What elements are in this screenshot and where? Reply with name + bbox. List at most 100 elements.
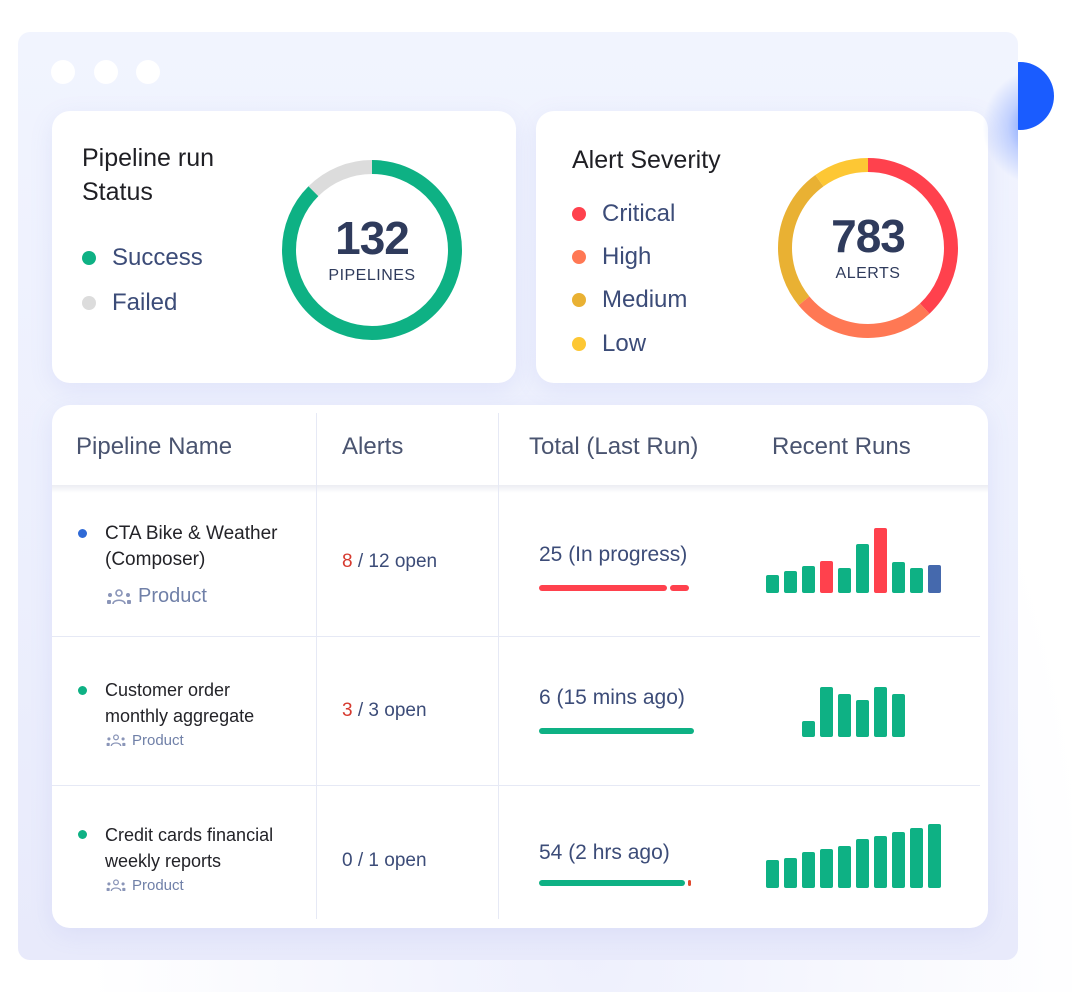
progress-segment — [670, 585, 689, 591]
run-bar[interactable] — [892, 694, 905, 737]
column-header-recent-runs[interactable]: Recent Runs — [772, 433, 911, 460]
last-run-progress — [539, 585, 689, 591]
alerts-count: 0 / 1 open — [342, 850, 427, 872]
total-alerts: 0 / 1 open — [342, 850, 427, 871]
pipeline-status-donut: 132 PIPELINES — [281, 159, 463, 341]
alerts-total: 783 — [831, 210, 906, 262]
run-bar[interactable] — [874, 687, 887, 737]
run-bar[interactable] — [874, 528, 887, 593]
team-icon — [106, 734, 126, 747]
column-header-alerts[interactable]: Alerts — [342, 433, 404, 460]
row-divider — [52, 785, 980, 786]
run-bar[interactable] — [766, 575, 779, 593]
pipeline-name[interactable]: CTA Bike & Weather (Composer) — [105, 521, 305, 573]
legend-label: High — [602, 243, 652, 270]
pipeline-status-card: Pipeline run Status Success Failed 132 P… — [52, 111, 516, 383]
legend-low: Low — [572, 329, 646, 359]
success-dot-icon — [82, 251, 96, 265]
run-bar[interactable] — [910, 568, 923, 593]
run-bar[interactable] — [856, 544, 869, 593]
run-bar[interactable] — [820, 687, 833, 737]
progress-segment — [539, 880, 685, 886]
pipelines-table: Pipeline Name Alerts Total (Last Run) Re… — [52, 405, 988, 928]
team-name: Product — [138, 585, 207, 607]
column-divider — [498, 413, 499, 919]
run-bar[interactable] — [892, 832, 905, 888]
column-header-total-last-run[interactable]: Total (Last Run) — [529, 433, 699, 460]
recent-runs-chart — [802, 687, 905, 737]
alert-severity-title: Alert Severity — [572, 146, 721, 174]
run-bar[interactable] — [784, 571, 797, 593]
run-bar[interactable] — [928, 565, 941, 593]
legend-critical: Critical — [572, 199, 675, 229]
legend-label: Medium — [602, 286, 688, 313]
run-bar[interactable] — [856, 700, 869, 737]
progress-segment — [539, 585, 667, 591]
recent-runs-chart — [766, 528, 941, 593]
run-bar[interactable] — [892, 562, 905, 593]
alerts-count: 3 / 3 open — [342, 700, 427, 722]
team-icon — [106, 879, 126, 892]
pipeline-unit: PIPELINES — [328, 267, 416, 284]
legend-high: High — [572, 242, 651, 272]
pipeline-name[interactable]: Credit cards financial weekly reports — [105, 822, 315, 874]
last-run-total: 54 (2 hrs ago) — [539, 841, 670, 864]
run-bar[interactable] — [820, 849, 833, 888]
pipeline-name-line: monthly aggregate — [105, 706, 255, 726]
run-bar[interactable] — [856, 839, 869, 888]
status-dot-icon — [78, 686, 87, 695]
failed-dot-icon — [82, 296, 96, 310]
window-dot-1 — [51, 60, 75, 84]
critical-dot-icon — [572, 207, 586, 221]
table-row[interactable]: Credit cards financial weekly reports Pr… — [52, 785, 988, 928]
legend-failed: Failed — [82, 288, 177, 318]
table-row[interactable]: Customer order monthly aggregate Product… — [52, 636, 988, 785]
title-line-2: Status — [82, 178, 153, 206]
run-bar[interactable] — [910, 828, 923, 888]
legend-label: Critical — [602, 200, 676, 227]
open-alerts: 3 — [342, 700, 353, 721]
alerts-count: 8 / 12 open — [342, 551, 437, 573]
run-bar[interactable] — [838, 568, 851, 593]
last-run-total: 6 (15 mins ago) — [539, 686, 685, 709]
team-icon — [107, 588, 131, 604]
run-bar[interactable] — [838, 694, 851, 737]
run-bar[interactable] — [820, 561, 833, 593]
window-dot-2 — [94, 60, 118, 84]
row-divider — [52, 636, 980, 637]
medium-dot-icon — [572, 293, 586, 307]
pipeline-name-line: Customer order — [105, 680, 231, 700]
run-bar[interactable] — [874, 836, 887, 888]
legend-label: Success — [112, 244, 203, 271]
high-dot-icon — [572, 250, 586, 264]
progress-segment — [688, 880, 691, 886]
pipeline-name-line: Credit cards financial — [105, 825, 274, 845]
low-dot-icon — [572, 337, 586, 351]
run-bar[interactable] — [802, 852, 815, 888]
team-name: Product — [132, 877, 184, 894]
run-bar[interactable] — [802, 566, 815, 593]
title-line-1: Pipeline run — [82, 144, 215, 172]
column-header-pipeline-name[interactable]: Pipeline Name — [76, 433, 233, 460]
pipeline-name-line: weekly reports — [105, 851, 222, 871]
team-label: Product — [105, 732, 184, 749]
team-label: Product — [105, 585, 207, 608]
alerts-unit: ALERTS — [835, 265, 901, 282]
pipeline-name[interactable]: Customer order monthly aggregate — [105, 677, 305, 729]
run-bar[interactable] — [928, 824, 941, 888]
total-alerts: / 3 open — [352, 700, 427, 721]
run-bar[interactable] — [838, 846, 851, 888]
pipeline-name-line: CTA Bike & Weather — [105, 523, 278, 544]
last-run-total: 25 (In progress) — [539, 543, 688, 566]
total-alerts: / 12 open — [352, 551, 438, 572]
status-dot-icon — [78, 830, 87, 839]
run-bar[interactable] — [802, 721, 815, 737]
alert-severity-card: Alert Severity Critical High Medium Low — [536, 111, 988, 383]
status-dot-icon — [78, 529, 87, 538]
run-bar[interactable] — [766, 860, 779, 888]
run-bar[interactable] — [784, 858, 797, 888]
recent-runs-chart — [766, 824, 941, 888]
legend-label: Failed — [112, 289, 178, 316]
table-row[interactable]: CTA Bike & Weather (Composer) Product 8 … — [52, 487, 988, 636]
window-dot-3 — [136, 60, 160, 84]
